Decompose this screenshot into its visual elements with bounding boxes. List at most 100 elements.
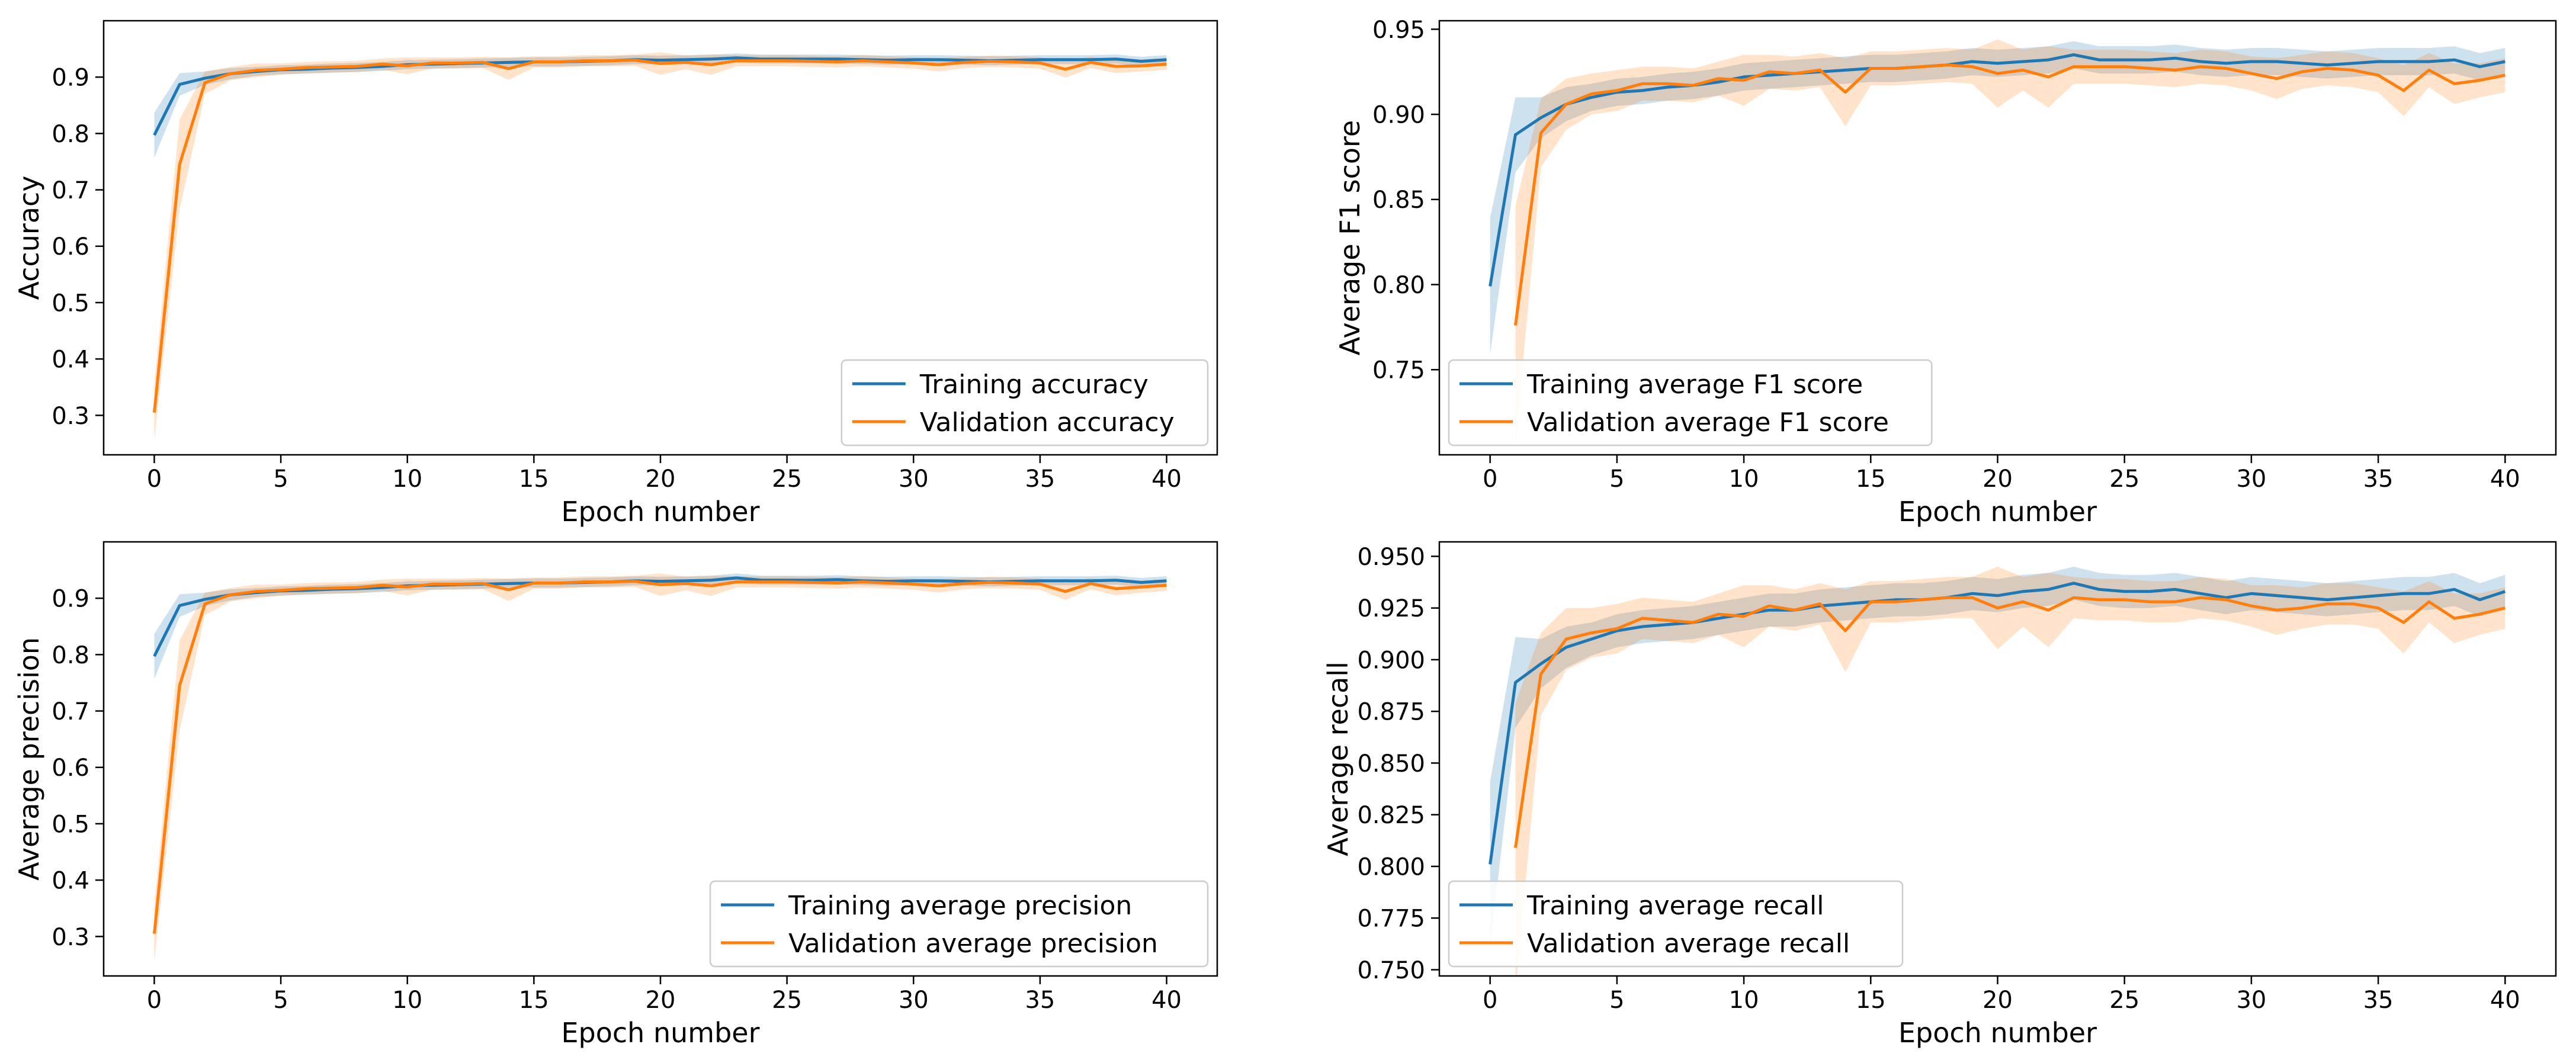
y-tick-label: 0.8 xyxy=(52,121,89,148)
x-tick-label: 0 xyxy=(1483,465,1497,493)
confidence-band-training xyxy=(1490,41,2506,355)
y-tick-label: 0.7 xyxy=(52,177,89,204)
x-tick-label: 0 xyxy=(147,465,162,493)
confidence-band-validation xyxy=(1515,39,2506,445)
x-tick-label: 20 xyxy=(646,987,676,1014)
series-line-validation xyxy=(1514,63,2506,326)
y-tick-label: 0.6 xyxy=(52,233,89,261)
x-tick-label: 25 xyxy=(772,465,802,493)
y-tick-label: 0.8 xyxy=(52,642,89,669)
y-tick-label: 0.7 xyxy=(52,698,89,725)
y-tick-label: 0.90 xyxy=(1372,101,1425,129)
chart-panel-1: 0 5 10 15 20 25 30 35 40 0.3 0.4 0.5 0.6 0.7 0.8 0.9 Epo… xyxy=(13,20,1218,528)
x-tick-label: 40 xyxy=(1151,987,1182,1014)
series-line-training xyxy=(1489,53,2506,287)
y-tick-label: 0.800 xyxy=(1357,853,1425,881)
x-tick-label: 10 xyxy=(392,465,422,493)
legend-label-training: Training accuracy xyxy=(919,370,1149,400)
y-tick-label: 0.5 xyxy=(52,811,89,838)
y-tick-label: 0.5 xyxy=(52,290,89,317)
x-tick-label: 40 xyxy=(2490,465,2520,493)
legend-label-training: Training average F1 score xyxy=(1526,370,1863,400)
x-axis-label: Epoch number xyxy=(1898,496,2097,528)
plot-area xyxy=(1489,39,2506,445)
x-tick-label: 5 xyxy=(273,987,288,1014)
y-tick-label: 0.4 xyxy=(52,868,89,895)
x-tick-label: 20 xyxy=(1982,465,2013,493)
x-tick-label: 10 xyxy=(1729,987,1759,1014)
x-axis-label: Epoch number xyxy=(1898,1017,2097,1049)
x-tick-label: 25 xyxy=(772,987,802,1014)
y-tick-label: 0.775 xyxy=(1357,905,1425,933)
legend-label-validation: Validation accuracy xyxy=(920,407,1175,438)
x-tick-label: 10 xyxy=(392,987,422,1014)
x-tick-label: 40 xyxy=(1151,465,1182,493)
y-tick-label: 0.850 xyxy=(1357,750,1425,778)
series-line-training xyxy=(1489,582,2506,865)
legend-label-validation: Validation average precision xyxy=(788,929,1158,959)
x-tick-label: 10 xyxy=(1729,465,1759,493)
legend-box xyxy=(1448,880,1904,968)
y-axis-label: Average recall xyxy=(1322,661,1354,856)
x-tick-label: 30 xyxy=(899,987,929,1014)
plot-area xyxy=(1489,566,2506,976)
x-tick-label: 30 xyxy=(899,465,929,493)
x-tick-label: 30 xyxy=(2236,987,2266,1014)
x-tick-label: 0 xyxy=(1483,987,1497,1014)
y-tick-label: 0.3 xyxy=(52,924,89,951)
legend-label-training: Training average recall xyxy=(1526,891,1824,921)
x-tick-label: 20 xyxy=(646,465,676,493)
plot-area xyxy=(153,52,1167,441)
legend-label-validation: Validation average recall xyxy=(1527,929,1850,959)
series-line-validation xyxy=(1514,596,2506,848)
x-tick-label: 5 xyxy=(273,465,288,493)
legend: Training average precision Validation ave… xyxy=(709,880,1209,968)
y-tick-label: 0.9 xyxy=(52,586,89,613)
y-tick-label: 0.3 xyxy=(52,403,89,430)
x-tick-label: 25 xyxy=(2109,465,2139,493)
y-tick-label: 0.875 xyxy=(1357,699,1425,726)
x-tick-label: 35 xyxy=(2363,465,2394,493)
y-tick-label: 0.4 xyxy=(52,346,89,374)
legend-box xyxy=(841,359,1209,447)
chart-panel-3: 0 5 10 15 20 25 30 35 40 0.3 0.4 0.5 0.6 0.7 0.8 0.9 Epo… xyxy=(13,541,1218,1049)
series-line-validation xyxy=(153,59,1167,413)
x-tick-label: 35 xyxy=(2363,987,2394,1014)
y-tick-label: 0.825 xyxy=(1357,802,1425,829)
y-axis-label: Average F1 score xyxy=(1334,120,1366,355)
confidence-band-training xyxy=(154,53,1167,158)
y-axis-label: Accuracy xyxy=(13,175,45,300)
x-axis-label: Epoch number xyxy=(561,1017,759,1049)
x-tick-label: 35 xyxy=(1025,465,1055,493)
legend: Training accuracy Validation accuracy xyxy=(841,359,1209,447)
legend-label-training: Training average precision xyxy=(788,891,1132,921)
y-axis-label: Average precision xyxy=(13,637,45,881)
x-tick-label: 5 xyxy=(1609,987,1624,1014)
y-tick-label: 0.80 xyxy=(1372,272,1425,299)
y-tick-label: 0.750 xyxy=(1357,957,1425,984)
x-tick-label: 35 xyxy=(1025,987,1055,1014)
chart-panel-4: 0 5 10 15 20 25 30 35 40 0.750 0.775 0.800 0.825 0.85… xyxy=(1322,541,2557,1049)
x-tick-label: 40 xyxy=(2490,987,2520,1014)
y-tick-label: 0.75 xyxy=(1372,357,1425,384)
legend-box xyxy=(709,880,1209,968)
x-tick-label: 15 xyxy=(519,465,549,493)
legend: Training average F1 score Validation aver… xyxy=(1448,359,1933,447)
y-tick-label: 0.95 xyxy=(1372,17,1425,44)
y-tick-label: 0.85 xyxy=(1372,187,1425,214)
series-line-validation xyxy=(153,580,1167,934)
confidence-band-training xyxy=(154,573,1167,679)
x-tick-label: 30 xyxy=(2236,465,2266,493)
y-tick-label: 0.9 xyxy=(52,65,89,92)
confidence-band-training xyxy=(1490,566,2506,948)
x-tick-label: 15 xyxy=(519,987,549,1014)
y-tick-label: 0.900 xyxy=(1357,647,1425,674)
x-tick-label: 5 xyxy=(1609,465,1624,493)
legend-box xyxy=(1448,359,1933,447)
y-tick-label: 0.6 xyxy=(52,754,89,782)
x-tick-label: 20 xyxy=(1982,987,2013,1014)
plot-area xyxy=(153,573,1167,962)
x-tick-label: 15 xyxy=(1856,465,1886,493)
y-tick-label: 0.925 xyxy=(1357,595,1425,622)
